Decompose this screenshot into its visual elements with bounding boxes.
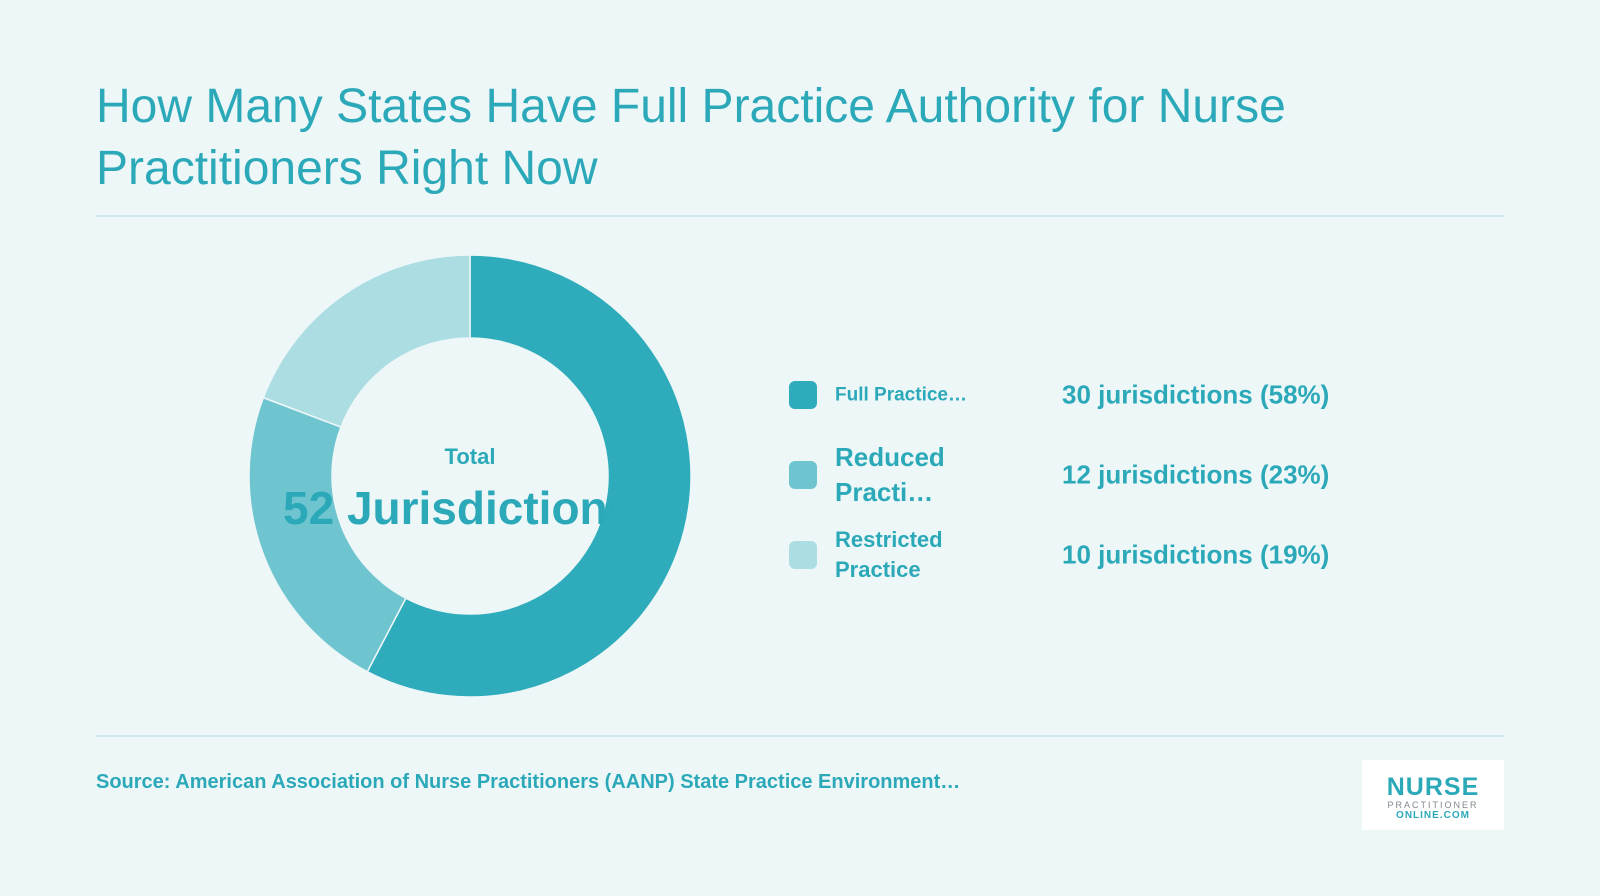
top-divider: [96, 215, 1504, 217]
donut-slice-restricted-practice: [262, 254, 471, 429]
donut-slice-full-practice: [366, 254, 692, 698]
site-logo[interactable]: NURSE PRACTITIONER ONLINE.COM: [1362, 760, 1504, 830]
legend-value: 30 jurisdictions (58%): [1062, 379, 1330, 410]
bottom-divider: [96, 735, 1504, 737]
legend-swatch: [789, 381, 817, 409]
legend-label: Full Practice…: [835, 384, 967, 406]
chart-title: How Many States Have Full Practice Autho…: [96, 80, 1286, 195]
logo-main-text: NURSE: [1386, 773, 1480, 801]
legend-value: 12 jurisdictions (23%): [1062, 459, 1330, 490]
logo-sub-text: PRACTITIONER: [1387, 800, 1479, 810]
legend-label: Reduced Practi…: [835, 442, 945, 507]
donut-center-value: 52 Jurisdictions: [283, 482, 613, 534]
legend-label: Restricted Practice: [835, 527, 943, 582]
legend-value: 10 jurisdictions (19%): [1062, 539, 1330, 570]
legend-swatch: [789, 461, 817, 489]
legend-item-restricted-practice: Restricted Practice 10 jurisdictions (19…: [789, 520, 1369, 590]
logo-domain-text: ONLINE.COM: [1396, 810, 1470, 821]
legend-swatch: [789, 541, 817, 569]
donut-center-label: Total: [444, 444, 496, 469]
legend-item-full-practice: Full Practice… 30 jurisdictions (58%): [789, 360, 1369, 430]
donut-chart: [248, 254, 692, 698]
donut-slice-reduced-practice: [248, 396, 407, 673]
legend-item-reduced-practice: Reduced Practi… 12 jurisdictions (23%): [789, 440, 1369, 510]
source-note: Source: American Association of Nurse Pr…: [96, 771, 961, 793]
